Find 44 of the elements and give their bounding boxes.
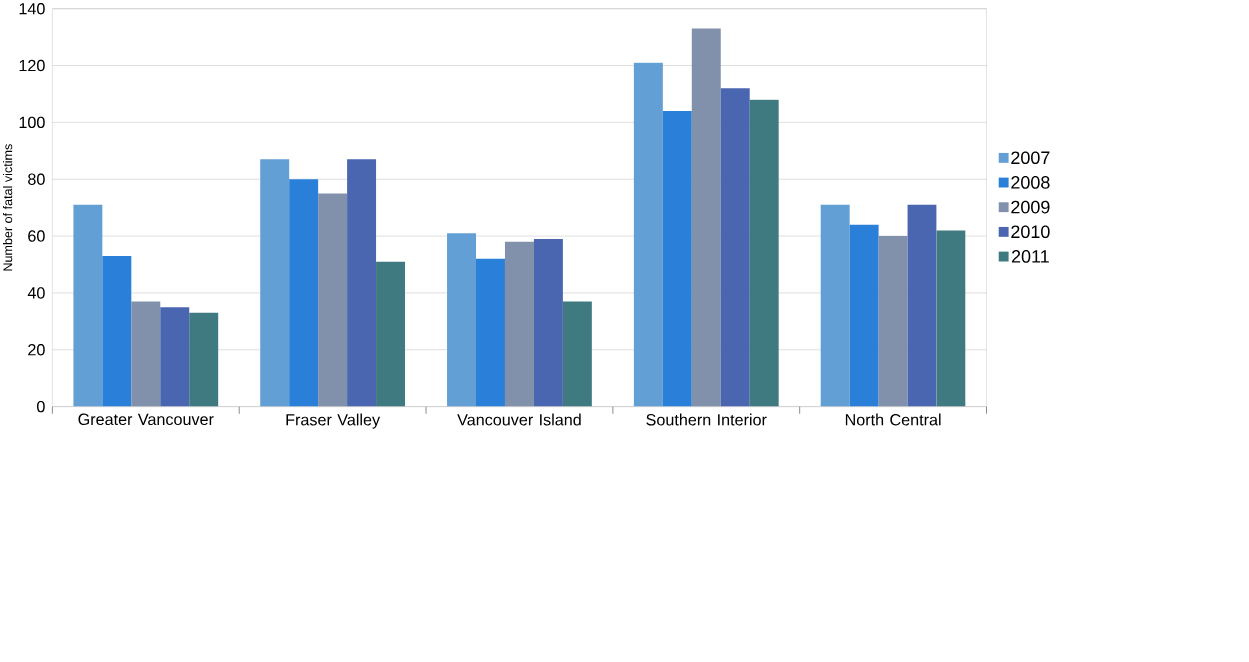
- y-tick-label: 120: [19, 59, 45, 72]
- bar: [936, 230, 966, 407]
- bar: [260, 159, 290, 407]
- x-tick-label: Vancouver Island: [457, 413, 581, 426]
- legend-label: 2009: [1011, 200, 1050, 214]
- bar: [160, 306, 190, 407]
- x-tick-label: North Central: [845, 413, 941, 426]
- bar: [849, 224, 879, 407]
- bar: [633, 62, 663, 407]
- bar: [878, 235, 908, 407]
- bar: [691, 28, 721, 407]
- legend-label: 2010: [1011, 225, 1050, 238]
- bar: [376, 261, 406, 407]
- y-axis-title: Number of fatal victims: [3, 143, 13, 271]
- x-tick-label: Southern Interior: [646, 413, 767, 426]
- y-tick-label: 60: [28, 230, 45, 242]
- bar: [662, 110, 692, 407]
- bar: [347, 159, 377, 407]
- bar: [749, 99, 779, 407]
- y-tick-label: 80: [28, 173, 45, 185]
- bar: [476, 258, 505, 407]
- y-tick-label: 20: [28, 343, 45, 356]
- bar: [73, 204, 103, 407]
- bar: [189, 312, 219, 407]
- bar: [562, 301, 592, 407]
- bar: [504, 241, 534, 407]
- bar: [102, 255, 132, 407]
- legend-label: 2008: [1011, 175, 1050, 189]
- y-tick-label: 40: [27, 286, 45, 299]
- y-tick-label: 0: [37, 400, 45, 413]
- bar: [131, 301, 161, 407]
- x-tick-label: Fraser Valley: [286, 413, 381, 429]
- legend-label: 2011: [1011, 249, 1049, 263]
- bar: [820, 204, 850, 407]
- x-tick-label: Greater Vancouver: [78, 413, 214, 425]
- legend-label: 2007: [1011, 151, 1050, 164]
- bar: [533, 238, 563, 407]
- y-tick-label: 100: [19, 116, 45, 128]
- y-tick-label: 140: [19, 2, 45, 15]
- bar: [447, 233, 477, 407]
- bar: [720, 88, 750, 407]
- bar: [907, 204, 937, 407]
- bar: [318, 193, 348, 407]
- bar: [289, 179, 319, 407]
